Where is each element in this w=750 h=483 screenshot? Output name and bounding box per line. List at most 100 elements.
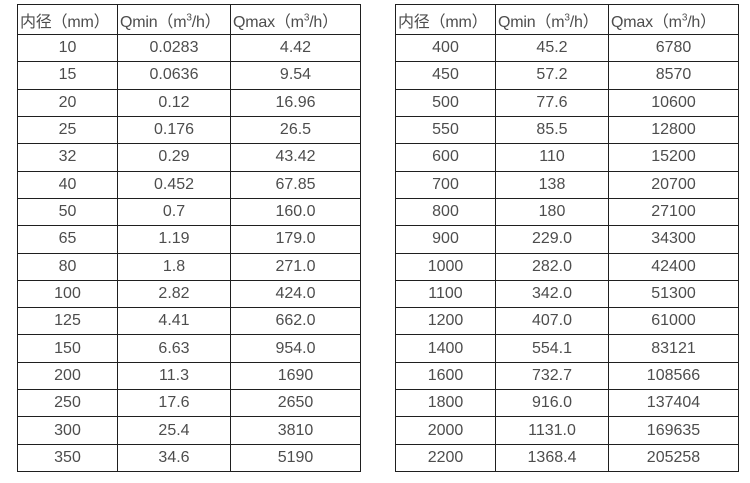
table-header: 内径（mm） Qmin（m3/h） Qmax（m3/h） <box>17 4 361 35</box>
table-cell: 0.452 <box>117 170 231 199</box>
table-cell: 34.6 <box>117 443 231 473</box>
table-cell: 12800 <box>608 115 739 145</box>
table-cell: 424.0 <box>230 279 361 309</box>
table-body: 400 45.2 6780 450 57.2 8570 500 77.6 10600 550 85.… <box>395 33 739 473</box>
table-cell: 10 <box>17 33 118 63</box>
table-cell: 85.5 <box>495 115 609 145</box>
column-header: 内径（mm） <box>17 4 118 35</box>
table-header: 内径（mm） Qmin（m3/h） Qmax（m3/h） <box>395 4 739 35</box>
table-cell: 1000 <box>395 252 496 281</box>
table-cell: 0.0283 <box>117 33 231 63</box>
table-row: 20 0.12 16.96 <box>17 88 361 117</box>
table-cell: 600 <box>395 143 496 172</box>
table-cell: 1131.0 <box>495 416 609 445</box>
table-cell: 11.3 <box>117 361 231 391</box>
table-row: 1600 732.7 108566 <box>395 361 739 391</box>
table-row: 300 25.4 3810 <box>17 416 361 445</box>
table-cell: 500 <box>395 88 496 117</box>
table-cell: 6780 <box>608 33 739 63</box>
table-cell: 3810 <box>230 416 361 445</box>
table-cell: 0.12 <box>117 88 231 117</box>
table-row: 400 45.2 6780 <box>395 33 739 63</box>
header-row: 内径（mm） Qmin（m3/h） Qmax（m3/h） <box>395 4 739 35</box>
table-cell: 400 <box>395 33 496 63</box>
table-cell: 20 <box>17 88 118 117</box>
table-cell: 0.29 <box>117 143 231 172</box>
table-row: 25 0.176 26.5 <box>17 115 361 145</box>
table-cell: 0.176 <box>117 115 231 145</box>
table-row: 40 0.452 67.85 <box>17 170 361 199</box>
table-row: 50 0.7 160.0 <box>17 197 361 227</box>
table-row: 65 1.19 179.0 <box>17 225 361 254</box>
table-row: 800 180 27100 <box>395 197 739 227</box>
table-cell: 8570 <box>608 61 739 90</box>
table-cell: 1600 <box>395 361 496 391</box>
table-cell: 350 <box>17 443 118 473</box>
table-cell: 150 <box>17 334 118 363</box>
column-header: Qmin（m3/h） <box>495 4 609 35</box>
table-row: 100 2.82 424.0 <box>17 279 361 309</box>
table-cell: 25 <box>17 115 118 145</box>
table-row: 350 34.6 5190 <box>17 443 361 473</box>
table-cell: 50 <box>17 197 118 227</box>
table-cell: 4.41 <box>117 307 231 336</box>
table-cell: 954.0 <box>230 334 361 363</box>
table-cell: 2000 <box>395 416 496 445</box>
table-cell: 554.1 <box>495 334 609 363</box>
table-cell: 2650 <box>230 389 361 418</box>
table-cell: 1368.4 <box>495 443 609 473</box>
table-cell: 550 <box>395 115 496 145</box>
table-row: 550 85.5 12800 <box>395 115 739 145</box>
table-cell: 15 <box>17 61 118 90</box>
table-cell: 27100 <box>608 197 739 227</box>
column-header: 内径（mm） <box>395 4 496 35</box>
table-cell: 4.42 <box>230 33 361 63</box>
table-cell: 300 <box>17 416 118 445</box>
table-cell: 2200 <box>395 443 496 473</box>
table-row: 200 11.3 1690 <box>17 361 361 391</box>
table-row: 2000 1131.0 169635 <box>395 416 739 445</box>
table-row: 10 0.0283 4.42 <box>17 33 361 63</box>
table-cell: 200 <box>17 361 118 391</box>
table-cell: 700 <box>395 170 496 199</box>
table-cell: 40 <box>17 170 118 199</box>
table-cell: 1100 <box>395 279 496 309</box>
table-cell: 57.2 <box>495 61 609 90</box>
table-cell: 5190 <box>230 443 361 473</box>
table-cell: 137404 <box>608 389 739 418</box>
table-cell: 229.0 <box>495 225 609 254</box>
table-cell: 1800 <box>395 389 496 418</box>
column-header: Qmax（m3/h） <box>608 4 739 35</box>
table-cell: 1690 <box>230 361 361 391</box>
table-row: 1100 342.0 51300 <box>395 279 739 309</box>
table-row: 250 17.6 2650 <box>17 389 361 418</box>
table-cell: 15200 <box>608 143 739 172</box>
flow-table-right: 内径（mm） Qmin（m3/h） Qmax（m3/h） 400 45.2 6780 45… <box>395 4 739 473</box>
table-row: 80 1.8 271.0 <box>17 252 361 281</box>
table-row: 500 77.6 10600 <box>395 88 739 117</box>
table-cell: 51300 <box>608 279 739 309</box>
table-cell: 271.0 <box>230 252 361 281</box>
table-cell: 34300 <box>608 225 739 254</box>
table-cell: 205258 <box>608 443 739 473</box>
table-row: 1000 282.0 42400 <box>395 252 739 281</box>
table-cell: 110 <box>495 143 609 172</box>
table-cell: 0.0636 <box>117 61 231 90</box>
table-cell: 108566 <box>608 361 739 391</box>
table-row: 125 4.41 662.0 <box>17 307 361 336</box>
flow-tables-container: 内径（mm） Qmin（m3/h） Qmax（m3/h） 10 0.0283 4.42 1… <box>17 4 739 473</box>
table-cell: 138 <box>495 170 609 199</box>
table-cell: 1.19 <box>117 225 231 254</box>
table-row: 450 57.2 8570 <box>395 61 739 90</box>
table-cell: 9.54 <box>230 61 361 90</box>
column-header: Qmax（m3/h） <box>230 4 361 35</box>
table-cell: 342.0 <box>495 279 609 309</box>
table-cell: 169635 <box>608 416 739 445</box>
column-header: Qmin（m3/h） <box>117 4 231 35</box>
table-cell: 800 <box>395 197 496 227</box>
table-cell: 2.82 <box>117 279 231 309</box>
table-cell: 67.85 <box>230 170 361 199</box>
table-cell: 25.4 <box>117 416 231 445</box>
table-body: 10 0.0283 4.42 15 0.0636 9.54 20 0.12 16.96 25 0.1… <box>17 33 361 473</box>
table-cell: 26.5 <box>230 115 361 145</box>
